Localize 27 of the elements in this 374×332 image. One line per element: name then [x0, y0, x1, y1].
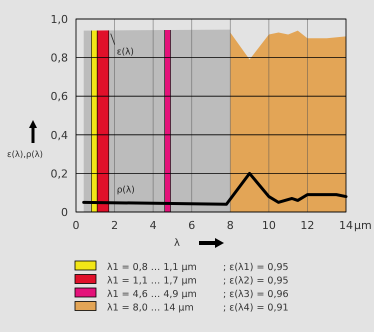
x-tick-label: 8	[226, 219, 234, 232]
series-label: ε(λ)	[116, 48, 134, 58]
text: ; ε(λ2) = 0,95	[223, 276, 289, 286]
text: ; ε(λ3) = 0,96	[223, 289, 289, 300]
y-tick-label: 0	[61, 206, 68, 219]
y-axis-title: ε(λ),ρ(λ)	[6, 150, 44, 160]
legend-label: λ1 = 1,1 … 1,7 µm	[107, 276, 197, 286]
y-tick-label: 0,2	[50, 167, 68, 180]
x-tick-label: 14	[339, 219, 353, 232]
x-tick-label: 6	[188, 219, 196, 232]
text: µm	[354, 219, 372, 232]
x-tick-label: 4	[150, 219, 157, 232]
y-tick-label: 1,0	[50, 13, 68, 26]
x-tick-label: 2	[111, 219, 118, 232]
y-tick-label: 0,6	[50, 90, 68, 104]
x-tick-label: 12	[300, 219, 314, 232]
legend-label: λ1 = 4,6 … 4,9 µm	[107, 289, 197, 300]
x-tick-label: 0	[72, 219, 80, 232]
legend-label: λ1 = 8,0 … 14 µm	[107, 302, 194, 314]
y-tick-label: 0,8	[50, 52, 68, 65]
x-axis-title: λ	[174, 238, 180, 249]
x-tick-label: 10	[262, 219, 276, 232]
legend-label: λ1 = 0,8 … 1,1 µm	[107, 262, 197, 273]
y-tick-label: 0,4	[50, 128, 68, 142]
text: ; ε(λ1) = 0,95	[223, 262, 289, 273]
text: ; ε(λ4) = 0,91	[223, 302, 289, 314]
series-label: ρ(λ)	[116, 185, 135, 196]
